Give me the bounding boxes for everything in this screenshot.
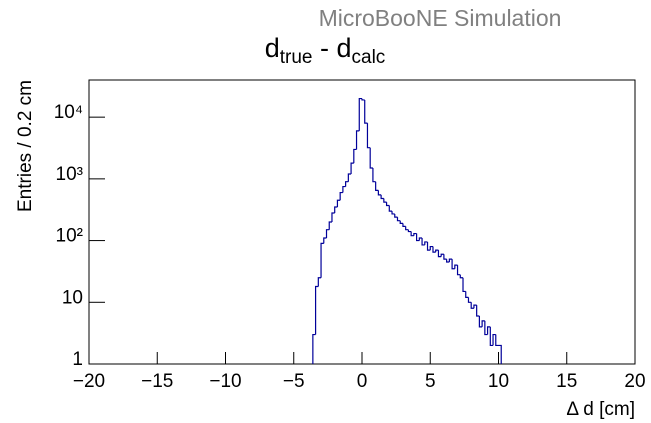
y-axis-label: Entries / 0.2 cm	[15, 80, 36, 212]
x-tick-label: 20	[624, 371, 645, 392]
histogram-bin	[347, 173, 352, 182]
histogram-bin	[331, 212, 335, 222]
histogram-bin	[328, 221, 332, 230]
histogram-bin	[320, 242, 324, 278]
histogram-bin	[345, 181, 349, 187]
histogram-bin	[317, 277, 322, 287]
title-part: - d	[312, 33, 351, 63]
histogram-bin	[388, 205, 393, 212]
x-tick-label: 15	[556, 371, 577, 392]
x-tick-label: −5	[283, 371, 305, 392]
histogram-bin	[424, 241, 428, 245]
histogram-bin	[451, 259, 455, 270]
histogram-bin	[467, 297, 472, 303]
histogram-bin	[323, 237, 327, 244]
histogram-bin	[364, 99, 368, 124]
histogram-bin	[495, 334, 499, 347]
histogram-bin	[399, 220, 403, 224]
x-tick-label: 5	[425, 371, 436, 392]
histogram-bin	[481, 320, 485, 327]
title-subscript: calc	[352, 47, 386, 68]
histogram-bin	[405, 226, 409, 231]
histogram-bin	[325, 229, 330, 239]
histogram-bin	[437, 250, 442, 258]
histogram-bin	[355, 130, 360, 150]
histogram-bin	[432, 246, 436, 253]
title-part: d	[265, 33, 280, 63]
histogram-bin	[421, 238, 425, 246]
histogram-bin	[353, 148, 357, 164]
histogram-bin	[358, 97, 362, 131]
histogram-bin	[443, 254, 447, 260]
histogram-bin	[366, 123, 371, 149]
histogram-bin	[383, 198, 387, 203]
histogram-bin	[492, 333, 496, 346]
histogram-bin	[410, 231, 414, 237]
histogram-bin	[446, 259, 450, 263]
histogram-bin	[459, 274, 464, 279]
histogram-bin	[473, 304, 477, 309]
histogram-bin	[336, 199, 341, 208]
x-tick-label: −15	[141, 371, 173, 392]
histogram-bin	[489, 326, 494, 347]
histogram-bin	[476, 305, 480, 317]
histogram-bin	[418, 237, 423, 241]
histogram-bin	[462, 277, 466, 293]
y-tick-label: 10⁴	[54, 102, 83, 123]
histogram-bin	[380, 194, 384, 200]
y-tick-label: 10³	[56, 164, 83, 185]
histogram-bin	[369, 147, 373, 169]
histogram-bin	[334, 206, 338, 213]
histogram-bin	[426, 241, 431, 251]
histogram-bin	[478, 315, 483, 328]
histogram-bin	[435, 249, 439, 253]
histogram-bin	[312, 333, 316, 364]
histogram-bin	[394, 213, 398, 218]
histogram-bin	[470, 302, 474, 309]
title-subscript: true	[280, 47, 313, 68]
histogram-bin	[486, 326, 491, 335]
frame	[88, 79, 636, 365]
x-tick-label: 0	[357, 371, 368, 392]
histogram-bin	[498, 344, 502, 364]
histogram-bin	[440, 253, 444, 257]
histogram-bin	[375, 181, 379, 192]
x-tick-label: −20	[73, 371, 105, 392]
histogram-bin	[339, 191, 343, 201]
x-axis-label: Δ d [cm]	[566, 399, 635, 420]
histogram-bin	[385, 202, 390, 207]
histogram-bin	[407, 229, 412, 233]
histogram-bin	[391, 211, 395, 215]
histogram-bin	[314, 285, 319, 335]
histogram-bin	[396, 217, 401, 222]
histogram-bin	[350, 162, 354, 174]
histogram-bin	[448, 258, 453, 262]
chart-title: dtrue - dcalc	[265, 33, 386, 68]
histogram-bin	[402, 223, 406, 227]
x-tick-label: −10	[209, 371, 241, 392]
histogram-bin	[372, 167, 376, 183]
histogram-bin	[429, 245, 433, 251]
histogram-bin	[454, 264, 458, 269]
histogram-bin	[342, 185, 346, 193]
histogram-bin	[377, 190, 382, 196]
y-tick-label: 1	[72, 349, 83, 370]
histogram-bin	[416, 233, 420, 242]
x-tick-label: 10	[488, 371, 509, 392]
header: MicroBooNE Simulation	[319, 5, 562, 31]
y-tick-label: 10²	[56, 226, 83, 247]
histogram-bin	[456, 265, 461, 276]
histogram-bin	[413, 232, 417, 236]
histogram-bin	[465, 291, 469, 299]
y-tick-label: 10	[62, 287, 83, 308]
histogram-bin	[361, 98, 365, 101]
histogram-bin	[484, 320, 488, 336]
